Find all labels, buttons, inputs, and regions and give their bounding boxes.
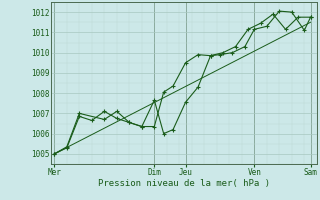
X-axis label: Pression niveau de la mer( hPa ): Pression niveau de la mer( hPa ) [98, 179, 270, 188]
